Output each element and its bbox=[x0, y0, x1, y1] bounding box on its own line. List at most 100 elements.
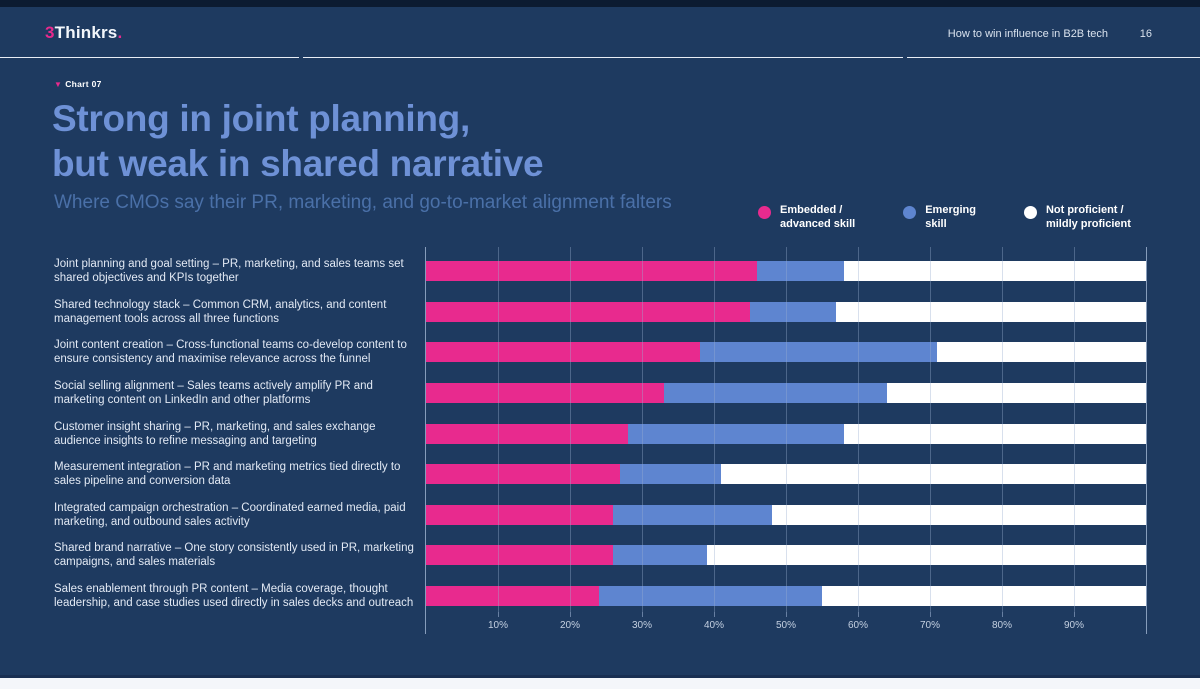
footer-dark-strip bbox=[0, 675, 1200, 678]
bar-segment-not-proficient-mildly-proficient bbox=[843, 261, 1146, 282]
bar-row bbox=[426, 495, 1146, 536]
brand-name: Thinkrs bbox=[54, 23, 118, 42]
stacked-bar bbox=[426, 464, 1146, 485]
gridline bbox=[1074, 247, 1075, 612]
bar-row bbox=[426, 332, 1146, 373]
bar-segment-embedded-advanced-skill bbox=[426, 383, 664, 404]
bar-segment-emerging-skill bbox=[663, 383, 887, 404]
stacked-bar bbox=[426, 261, 1146, 282]
bar-rows bbox=[426, 251, 1146, 616]
bar-segment-embedded-advanced-skill bbox=[426, 301, 750, 322]
bar-segment-emerging-skill bbox=[627, 423, 844, 444]
bar-segment-embedded-advanced-skill bbox=[426, 261, 758, 282]
brand-dot: . bbox=[117, 23, 123, 42]
legend-label: Embedded / advanced skill bbox=[780, 204, 856, 230]
row-label: Joint planning and goal setting – PR, ma… bbox=[54, 258, 404, 285]
bar-row bbox=[426, 576, 1146, 617]
bar-segment-not-proficient-mildly-proficient bbox=[843, 423, 1146, 444]
legend: Embedded / advanced skill Emerging skill Not… bbox=[758, 204, 1131, 231]
axis-tick-label: 20% bbox=[559, 620, 581, 631]
bar-segment-emerging-skill bbox=[750, 301, 837, 322]
row-label: Shared brand narrative – One story consi… bbox=[54, 542, 414, 569]
bar-row bbox=[426, 413, 1146, 454]
axis-tick-label: 50% bbox=[775, 620, 797, 631]
axis-tick-label: 70% bbox=[919, 620, 941, 631]
stacked-bar bbox=[426, 383, 1146, 404]
divider-notch bbox=[299, 57, 303, 58]
axis-tick-label: 80% bbox=[991, 620, 1013, 631]
gridline bbox=[498, 247, 499, 612]
legend-dot-icon bbox=[903, 206, 917, 219]
stacked-bar bbox=[426, 342, 1146, 363]
bar-row bbox=[426, 373, 1146, 414]
legend-item-2: Not proficient / mildly proficient bbox=[1023, 204, 1131, 231]
row-label: Social selling alignment – Sales teams a… bbox=[54, 380, 373, 407]
bar-segment-emerging-skill bbox=[757, 261, 844, 282]
legend-item-0: Embedded / advanced skill bbox=[758, 204, 855, 231]
row-label: Shared technology stack – Common CRM, an… bbox=[54, 298, 387, 325]
row-label: Integrated campaign orchestration – Coor… bbox=[54, 501, 406, 528]
axis-tick-label: 30% bbox=[631, 620, 653, 631]
footer-light-strip bbox=[0, 678, 1200, 689]
page-title: Strong in joint planning, but weak in sh… bbox=[52, 96, 544, 186]
axis-tick bbox=[1002, 612, 1003, 617]
axis-tick-label: 40% bbox=[703, 620, 725, 631]
bar-segment-embedded-advanced-skill bbox=[426, 342, 700, 363]
bar-segment-emerging-skill bbox=[613, 545, 707, 566]
axis-tick-label: 90% bbox=[1063, 620, 1085, 631]
gridline bbox=[642, 247, 643, 612]
row-label: Customer insight sharing – PR, marketing… bbox=[54, 420, 376, 447]
legend-dot-icon bbox=[1023, 206, 1037, 219]
bar-row bbox=[426, 535, 1146, 576]
stacked-bar bbox=[426, 423, 1146, 444]
bar-segment-not-proficient-mildly-proficient bbox=[886, 383, 1146, 404]
doc-title: How to win influence in B2B tech bbox=[947, 28, 1108, 40]
bar-segment-embedded-advanced-skill bbox=[426, 586, 599, 607]
chart-tag: ▼ Chart 07 bbox=[54, 79, 102, 89]
bar-segment-not-proficient-mildly-proficient bbox=[836, 301, 1146, 322]
brand-prefix: 3 bbox=[45, 23, 55, 42]
page-title-line2: but weak in shared narrative bbox=[52, 143, 544, 184]
category-labels: Joint planning and goal setting – PR, ma… bbox=[54, 251, 414, 616]
row-label: Measurement integration – PR and marketi… bbox=[54, 461, 401, 488]
bar-segment-not-proficient-mildly-proficient bbox=[771, 504, 1146, 525]
brand-logo: 3Thinkrs. bbox=[45, 23, 122, 43]
bar-segment-embedded-advanced-skill bbox=[426, 464, 621, 485]
bar-segment-emerging-skill bbox=[613, 504, 772, 525]
page-title-line1: Strong in joint planning, bbox=[52, 98, 470, 139]
bar-segment-embedded-advanced-skill bbox=[426, 423, 628, 444]
gridline bbox=[1002, 247, 1003, 612]
gridline bbox=[714, 247, 715, 612]
legend-item-1: Emerging skill bbox=[903, 204, 976, 231]
axis-tick bbox=[570, 612, 571, 617]
axis-tick-label: 10% bbox=[487, 620, 509, 631]
legend-label: Not proficient / mildly proficient bbox=[1045, 204, 1131, 230]
bar-segment-emerging-skill bbox=[598, 586, 822, 607]
row-label: Sales enablement through PR content – Me… bbox=[54, 583, 414, 610]
axis-tick bbox=[498, 612, 499, 617]
bar-segment-emerging-skill bbox=[699, 342, 938, 363]
axis-tick-label: 60% bbox=[847, 620, 869, 631]
gridline bbox=[858, 247, 859, 612]
axis-tick bbox=[1074, 612, 1075, 617]
legend-dot-icon bbox=[758, 206, 771, 219]
axis-tick bbox=[858, 612, 859, 617]
header-divider bbox=[0, 57, 1200, 58]
page-subtitle: Where CMOs say their PR, marketing, and … bbox=[54, 192, 672, 213]
row-label: Joint content creation – Cross-functiona… bbox=[54, 339, 407, 366]
bar-row bbox=[426, 454, 1146, 495]
bar-segment-not-proficient-mildly-proficient bbox=[706, 545, 1146, 566]
x-axis: 10% 20% 30% 40% 50% 60% 70% 80% 90% bbox=[426, 612, 1146, 634]
axis-tick bbox=[714, 612, 715, 617]
gridline bbox=[570, 247, 571, 612]
bar-segment-embedded-advanced-skill bbox=[426, 545, 614, 566]
legend-label: Emerging skill bbox=[925, 204, 976, 230]
stacked-bar bbox=[426, 504, 1146, 525]
bar-row bbox=[426, 292, 1146, 333]
triangle-down-icon: ▼ bbox=[54, 80, 63, 89]
page-number: 16 bbox=[1139, 28, 1152, 40]
bar-segment-emerging-skill bbox=[620, 464, 722, 485]
stacked-bar bbox=[426, 301, 1146, 322]
bar-segment-not-proficient-mildly-proficient bbox=[937, 342, 1146, 363]
